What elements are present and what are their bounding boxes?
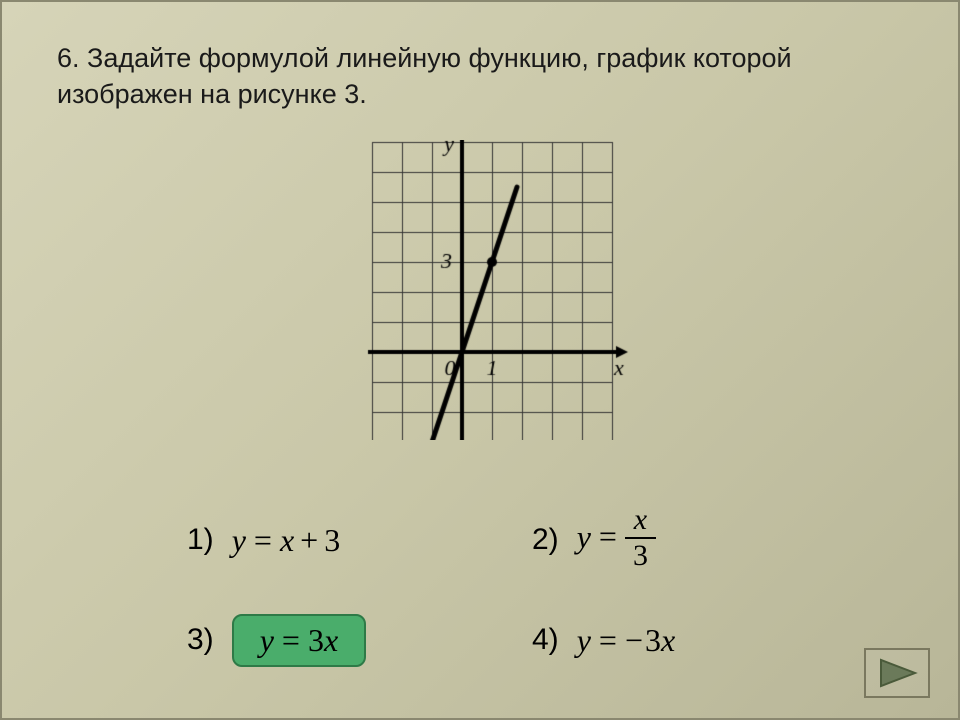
option-2[interactable]: 2) у=х3 <box>532 505 656 575</box>
next-button[interactable] <box>864 648 930 698</box>
play-icon <box>875 656 919 690</box>
option-3[interactable]: 3) у=3х <box>187 614 366 667</box>
option-4[interactable]: 4) у=−3х <box>532 622 675 659</box>
answer-options: 1) у=х+3 2) у=х3 3) у=3х 4) у=−3х <box>2 490 958 690</box>
option-number: 4) <box>532 623 559 657</box>
chart-container <box>334 140 630 440</box>
option-formula: у=−3х <box>577 622 676 659</box>
option-number: 2) <box>532 523 559 557</box>
correct-answer-highlight: у=3х <box>232 614 366 667</box>
option-formula: у=х+3 <box>232 522 341 559</box>
option-number: 1) <box>187 523 214 557</box>
question-text: 6. Задайте формулой линейную функцию, гр… <box>57 40 903 113</box>
option-formula: у=3х <box>260 622 338 659</box>
option-number: 3) <box>187 623 214 657</box>
option-1[interactable]: 1) у=х+3 <box>187 522 340 559</box>
linear-function-chart <box>334 140 630 440</box>
option-formula: у=х3 <box>577 505 656 575</box>
